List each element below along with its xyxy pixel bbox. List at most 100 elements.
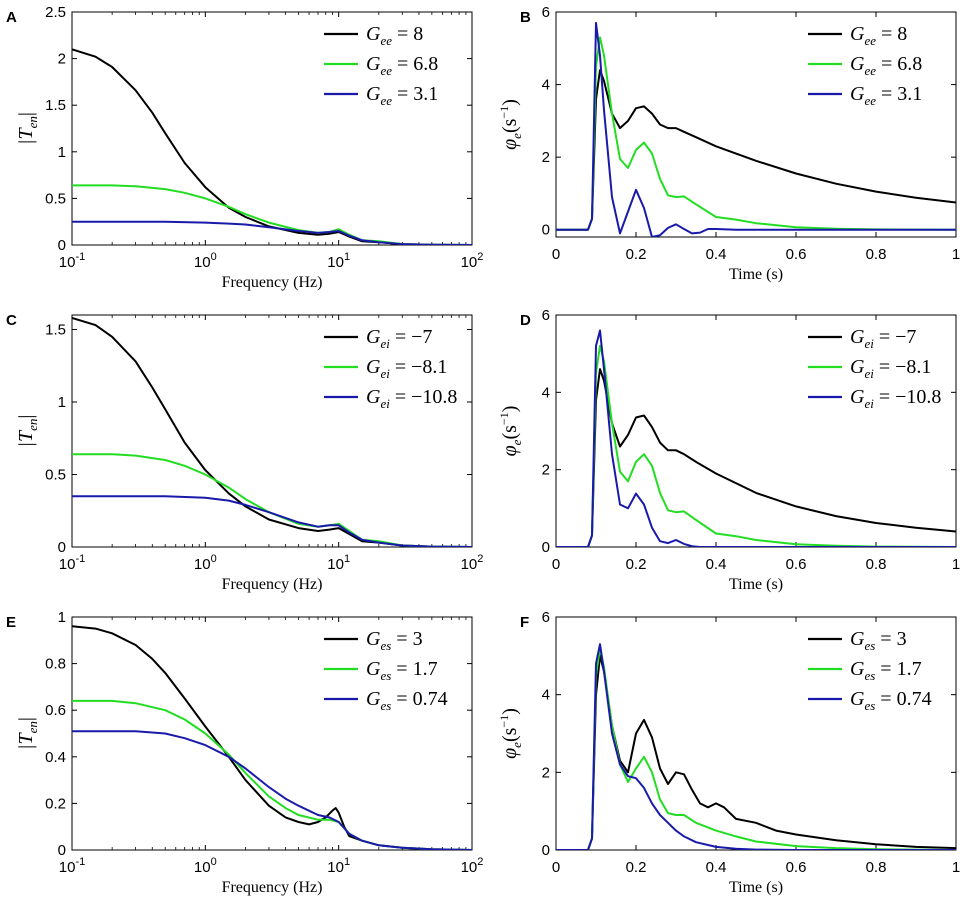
y-tick-label: 0.6 xyxy=(45,702,66,719)
x-tick-label: 10-1 xyxy=(59,251,85,271)
legend-label: Ges = 3 xyxy=(850,628,907,653)
x-tick-label: 0.4 xyxy=(706,246,727,263)
legend-label: Gei = −8.1 xyxy=(850,356,931,381)
x-tick-label: 1 xyxy=(952,859,960,876)
y-tick-label: 0.8 xyxy=(45,656,66,673)
y-axis-label: φe(s−1) xyxy=(497,99,524,150)
x-tick-label: 100 xyxy=(194,856,217,876)
x-axis-label: Time (s) xyxy=(729,576,783,593)
x-axis-label: Time (s) xyxy=(729,266,783,283)
y-tick-label: 6 xyxy=(542,609,550,626)
x-tick-label: 1 xyxy=(952,246,960,263)
y-axis-label: |Ten| xyxy=(15,112,40,145)
series-line-green xyxy=(556,647,956,850)
y-tick-label: 0.5 xyxy=(45,190,66,207)
y-axis-label: φe(s−1) xyxy=(497,708,524,759)
panel-c: C 10-1 100 101 102 0 0.5 1 1.5 Frequency (Hz) |Ten… xyxy=(6,312,483,593)
x-tick-label: 0.2 xyxy=(626,556,647,573)
series-line-blue xyxy=(72,730,472,850)
x-tick-label: 0.8 xyxy=(866,859,887,876)
y-tick-label: 2 xyxy=(542,764,550,781)
x-axis-label: Frequency (Hz) xyxy=(222,576,323,593)
y-tick-label: 2 xyxy=(542,149,550,166)
x-tick-label: 100 xyxy=(194,251,217,271)
axes-box xyxy=(71,616,473,851)
x-tick-label: 0.2 xyxy=(626,859,647,876)
panel-letter: D xyxy=(520,312,531,329)
panel-a: A 10-1 100 101 102 0 0.5 1 1.5 2 2.5 Frequency (Hz)… xyxy=(6,4,483,291)
legend-label: Ges = 3 xyxy=(366,628,423,653)
panel-letter: C xyxy=(6,312,17,329)
x-tick-label: 0 xyxy=(552,246,560,263)
legend-label: Ges = 1.7 xyxy=(366,658,438,683)
panel-e: E 10-1 100 101 102 0 0.2 0.4 0.6 0.8 1 Frequency (H… xyxy=(6,609,483,896)
axes-box xyxy=(555,616,957,851)
x-tick-label: 102 xyxy=(461,553,484,573)
axes-box xyxy=(71,314,473,548)
y-tick-label: 0.2 xyxy=(45,795,66,812)
legend-label: Ges = 0.74 xyxy=(366,688,448,713)
x-tick-label: 10-1 xyxy=(59,553,85,573)
axes-box xyxy=(555,11,957,238)
series-line-green xyxy=(556,344,956,547)
x-tick-label: 102 xyxy=(461,856,484,876)
legend-label: Gei = −7 xyxy=(366,326,432,351)
legend-label: Ges = 0.74 xyxy=(850,688,932,713)
series-line-green xyxy=(72,184,472,245)
y-tick-label: 1 xyxy=(58,144,66,161)
x-tick-label: 0.6 xyxy=(786,556,807,573)
series-line-blue xyxy=(72,220,472,245)
panel-letter: B xyxy=(520,9,531,26)
y-tick-label: 1 xyxy=(58,394,66,411)
y-axis-label: φe(s−1) xyxy=(497,406,524,457)
legend-label: Ges = 1.7 xyxy=(850,658,922,683)
x-tick-label: 0.6 xyxy=(786,859,807,876)
panel-d: D 0 0.2 0.4 0.6 0.8 1 0 2 4 6 Time (s) φe(s−1) Gei = … xyxy=(497,307,960,593)
y-tick-label: 0 xyxy=(542,222,550,239)
x-tick-label: 101 xyxy=(327,553,350,573)
series-line-black xyxy=(72,48,472,245)
panel-f: F 0 0.2 0.4 0.6 0.8 1 0 2 4 6 Time (s) φe(s−1) Ges = … xyxy=(497,609,960,896)
panel-letter: E xyxy=(6,614,16,631)
series-line-blue xyxy=(556,329,956,547)
y-tick-label: 0 xyxy=(58,842,66,859)
legend-label: Gee = 6.8 xyxy=(850,53,922,78)
x-tick-label: 0.8 xyxy=(866,246,887,263)
y-tick-label: 2 xyxy=(542,462,550,479)
panel-b: B 0 0.2 0.4 0.6 0.8 1 0 2 4 6 Time (s) φe(s−1) Gee = … xyxy=(497,4,960,283)
y-tick-label: 0.5 xyxy=(45,467,66,484)
x-tick-label: 0.6 xyxy=(786,246,807,263)
y-axis-label: |Ten| xyxy=(15,415,40,448)
x-axis-label: Time (s) xyxy=(729,879,783,896)
series-line-blue xyxy=(556,643,956,850)
y-tick-label: 1.5 xyxy=(45,97,66,114)
x-tick-label: 100 xyxy=(194,553,217,573)
series-line-blue xyxy=(72,495,472,547)
x-tick-label: 0.4 xyxy=(706,859,727,876)
legend-label: Gei = −10.8 xyxy=(850,386,941,411)
x-axis-label: Frequency (Hz) xyxy=(222,274,323,291)
y-tick-label: 1 xyxy=(58,609,66,626)
legend-label: Gee = 8 xyxy=(366,23,423,48)
axes-box xyxy=(71,11,473,246)
legend-label: Gei = −8.1 xyxy=(366,356,447,381)
series-line-green xyxy=(72,453,472,547)
x-tick-label: 0.8 xyxy=(866,556,887,573)
x-tick-label: 102 xyxy=(461,251,484,271)
y-axis-label: |Ten| xyxy=(15,717,40,750)
y-tick-label: 0 xyxy=(542,539,550,556)
legend-label: Gee = 3.1 xyxy=(366,83,438,108)
x-tick-label: 0 xyxy=(552,556,560,573)
y-tick-label: 2.5 xyxy=(45,4,66,21)
x-tick-label: 101 xyxy=(327,856,350,876)
panel-letter: F xyxy=(520,614,529,631)
x-tick-label: 0.2 xyxy=(626,246,647,263)
series-line-black xyxy=(556,368,956,547)
y-tick-label: 4 xyxy=(542,384,550,401)
legend-label: Gei = −7 xyxy=(850,326,916,351)
y-tick-label: 6 xyxy=(542,4,550,21)
legend-label: Gee = 8 xyxy=(850,23,907,48)
x-tick-label: 0 xyxy=(552,859,560,876)
y-tick-label: 0.4 xyxy=(45,749,66,766)
